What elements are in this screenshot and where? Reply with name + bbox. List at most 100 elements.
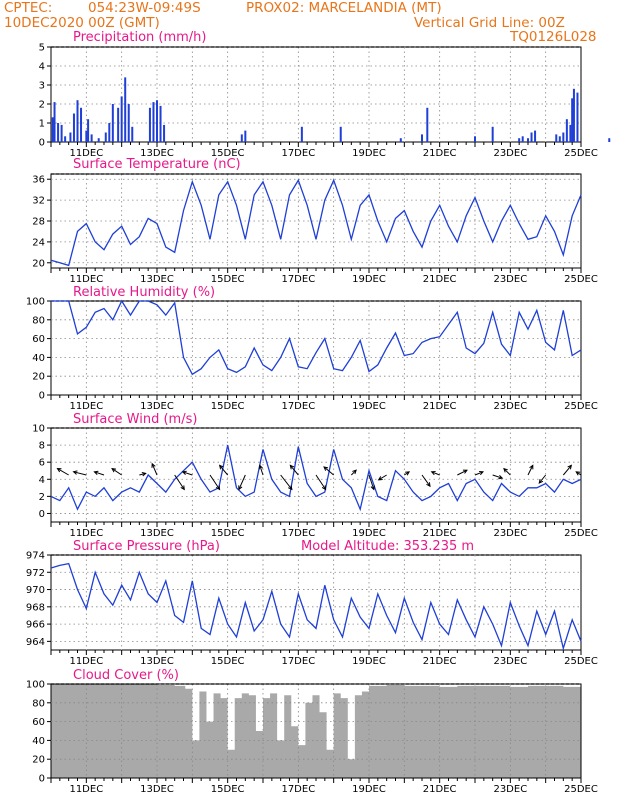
wind-arrowhead (426, 482, 431, 488)
y-tick-label: 28 (32, 217, 45, 228)
precip-bar (120, 96, 123, 142)
x-tick-label: 11DEC (69, 656, 103, 667)
wind-vector (57, 468, 69, 476)
wind-vector (238, 474, 246, 490)
precip-bar (562, 132, 565, 142)
wind-vector (457, 469, 468, 476)
y-tick-label: 24 (32, 237, 45, 248)
wind-arrowhead (405, 471, 411, 476)
wind-arrowhead (218, 464, 224, 470)
y-tick-label: 100 (26, 297, 45, 308)
wind-arrowhead (538, 478, 544, 484)
wind-arrowhead (377, 476, 383, 481)
precip-bar (240, 134, 243, 142)
precip-bar (426, 107, 429, 142)
precip-bar (530, 132, 533, 142)
header-model: TQ0126L028 (510, 29, 597, 45)
y-tick-label: 972 (26, 568, 45, 579)
precip-bar (244, 130, 247, 142)
x-tick-label: 17DEC (281, 656, 315, 667)
y-tick-label: 8 (39, 441, 45, 452)
wind-arrowhead (56, 468, 62, 473)
wind-arrowhead (181, 470, 187, 476)
precip-bar (131, 126, 134, 142)
x-tick-label: 23DEC (493, 401, 527, 412)
x-tick-label: 25DEC (564, 528, 598, 539)
wind-vector (323, 466, 334, 476)
x-tick-label: 21DEC (423, 274, 457, 285)
precip-bar (572, 88, 575, 142)
x-tick-label: 25DEC (564, 274, 598, 285)
wind-vector (538, 474, 547, 484)
x-tick-label: 19DEC (352, 148, 386, 159)
wind-vector (259, 465, 264, 476)
precip-bar (565, 119, 568, 142)
panel-5: 964 966 968 970 972 974 11DEC 13DEC 15DEC 17DEC 19… (26, 539, 598, 667)
wind-arrowhead (111, 467, 117, 473)
cloud-cover-area (51, 684, 581, 778)
x-tick-label: 17DEC (281, 401, 315, 412)
wind-arrowhead (72, 470, 78, 475)
wind-arrowhead (462, 469, 468, 474)
x-tick-label: 21DEC (423, 784, 457, 795)
y-tick-label: 0 (39, 138, 45, 149)
x-tick-label: 23DEC (493, 784, 527, 795)
x-tick-label: 25DEC (564, 784, 598, 795)
x-tick-label: 23DEC (493, 274, 527, 285)
x-tick-label: 11DEC (69, 528, 103, 539)
x-tick-label: 11DEC (69, 148, 103, 159)
x-tick-label: 13DEC (140, 148, 174, 159)
precip-bar (339, 126, 342, 142)
precip-bar (69, 132, 72, 142)
y-tick-label: 966 (26, 620, 45, 631)
x-tick-label: 17DEC (281, 784, 315, 795)
precip-bar (72, 113, 75, 142)
header-grid-note: Vertical Grid Line: 00Z (414, 15, 565, 31)
x-tick-label: 19DEC (352, 274, 386, 285)
precip-bar (474, 136, 476, 142)
x-tick-label: 25DEC (564, 148, 598, 159)
precip-bar (421, 134, 423, 142)
precip-bar (518, 138, 521, 142)
precip-bar (85, 130, 88, 142)
precip-bar (152, 102, 155, 142)
precip-bar (156, 100, 158, 142)
wind-vector (527, 465, 534, 476)
wind-vector (151, 463, 158, 476)
y-tick-label: 4 (39, 475, 45, 486)
header-source: CPTEC: (4, 0, 53, 16)
x-tick-label: 25DEC (564, 656, 598, 667)
x-tick-label: 21DEC (423, 148, 457, 159)
wind-arrowhead (215, 485, 221, 491)
x-tick-label: 21DEC (423, 528, 457, 539)
x-tick-label: 17DEC (281, 528, 315, 539)
y-tick-label: 20 (32, 372, 45, 383)
wind-vector (378, 474, 387, 481)
wind-arrowhead (503, 467, 508, 473)
wind-arrowhead (352, 469, 357, 475)
precip-bar (576, 92, 579, 142)
panel-4: 0 2 4 6 8 10 11DEC 13DEC 15DEC 17DEC 19DEC 21DEC 23D… (32, 412, 598, 539)
wind-arrowhead (323, 466, 329, 471)
y-tick-label: 5 (39, 43, 45, 54)
precip-bar (53, 102, 56, 142)
y-tick-label: 60 (32, 717, 45, 728)
x-tick-label: 23DEC (493, 528, 527, 539)
y-tick-label: 974 (26, 551, 45, 562)
x-tick-label: 17DEC (281, 148, 315, 159)
wind-arrowhead (430, 470, 436, 476)
precip-bar (527, 138, 529, 142)
wind-vector (315, 474, 327, 490)
wind-vector (421, 474, 431, 487)
x-tick-label: 11DEC (69, 784, 103, 795)
x-tick-label: 23DEC (493, 148, 527, 159)
panel-2: 20 24 28 32 36 11DEC 13DEC 15DEC 17DEC 19DEC 21DEC… (32, 157, 598, 285)
y-tick-label: 968 (26, 602, 45, 613)
precip-bar (163, 124, 166, 142)
header-coords: 054:23W-09:49S (88, 0, 201, 16)
panel-1: 0 1 2 3 4 5 11DEC 13DEC 15DEC 17DEC 19DEC 21DEC 23DE… (39, 30, 611, 159)
wind-vector (209, 474, 221, 490)
series-line (50, 178, 582, 267)
x-tick-label: 17DEC (281, 274, 315, 285)
